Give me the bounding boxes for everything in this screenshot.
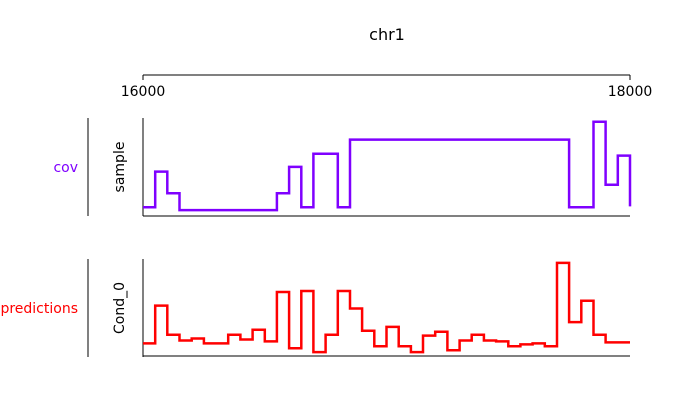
- x-ticks: 16000 18000: [121, 75, 653, 100]
- panel-cov-name: cov: [53, 160, 78, 176]
- chart-title: chr1: [369, 25, 405, 44]
- series-predictions-line: [143, 261, 630, 354]
- panel-predictions-name: predictions: [0, 301, 78, 317]
- panel-cov-ylabel: sample: [112, 142, 128, 193]
- panel-predictions-ylabel: Cond_0: [112, 282, 128, 334]
- x-tick-label: 16000: [121, 84, 166, 100]
- series-cov-line: [143, 120, 632, 212]
- x-tick-label: 18000: [608, 84, 653, 100]
